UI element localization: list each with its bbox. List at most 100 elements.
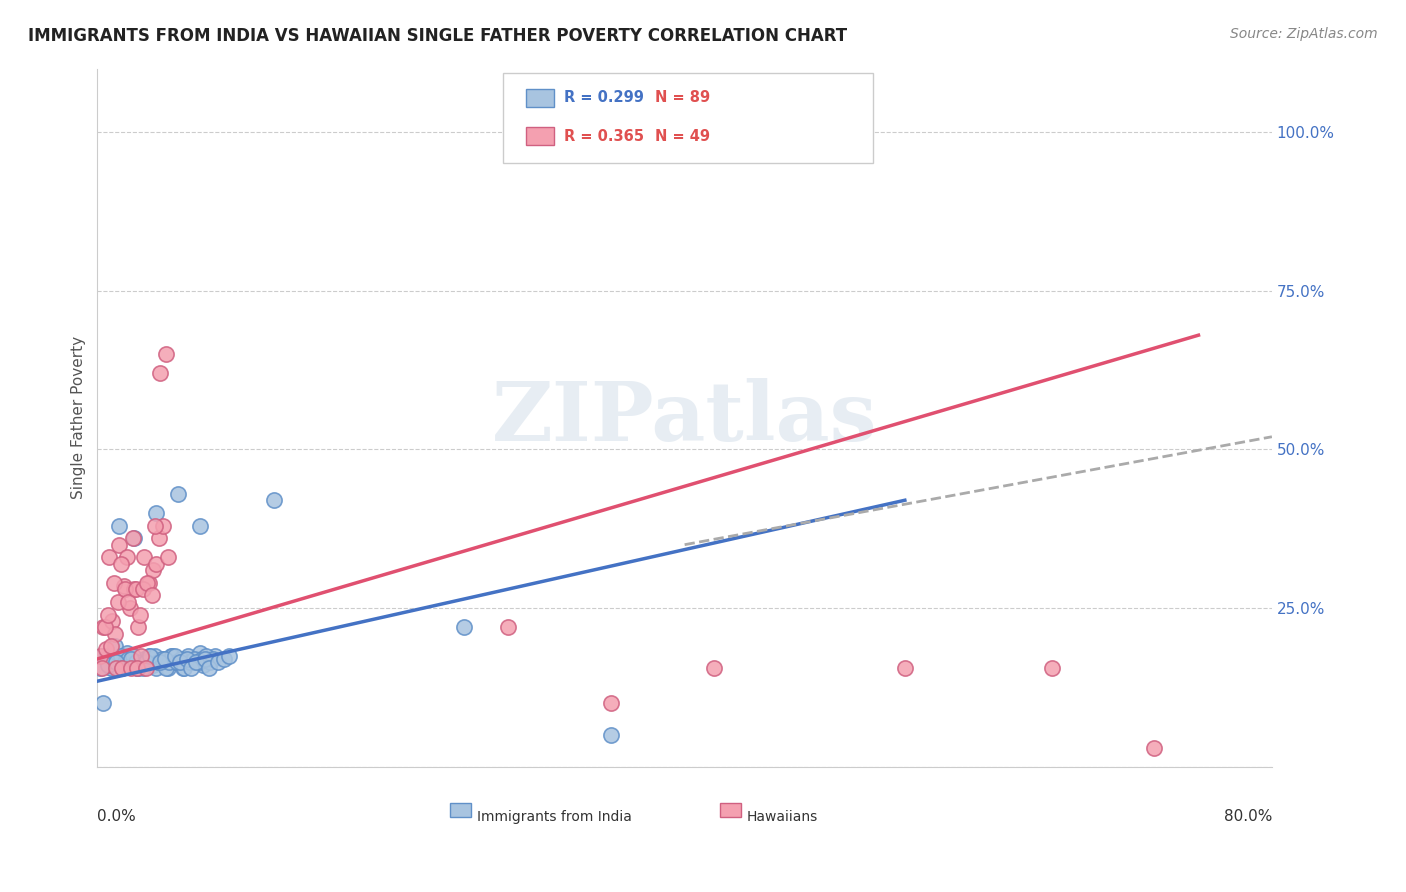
Point [195, 648, 218, 663]
Point [167, 487, 190, 501]
Point [118, 652, 141, 666]
Point [169, 655, 191, 669]
Point [129, 658, 152, 673]
Point [186, 652, 208, 666]
Text: ZIPatlas: ZIPatlas [492, 377, 877, 458]
Point [145, 661, 167, 675]
Point [91, 697, 114, 711]
Point [110, 648, 132, 663]
Point [125, 661, 148, 675]
FancyBboxPatch shape [526, 89, 554, 107]
Point [135, 655, 157, 669]
Point [103, 575, 125, 590]
Text: N = 89: N = 89 [655, 90, 710, 105]
Point [131, 655, 153, 669]
Point [143, 518, 166, 533]
Point [111, 661, 134, 675]
Point [127, 661, 149, 675]
Point [117, 595, 139, 609]
Point [138, 575, 160, 590]
Point [136, 655, 159, 669]
Point [152, 518, 174, 533]
Point [91, 620, 114, 634]
Point [204, 648, 226, 663]
Point [98, 658, 121, 673]
Point [122, 582, 145, 596]
Text: Source: ZipAtlas.com: Source: ZipAtlas.com [1230, 27, 1378, 41]
Point [148, 532, 170, 546]
Point [156, 550, 179, 565]
FancyBboxPatch shape [502, 73, 873, 163]
Point [141, 652, 163, 666]
Point [200, 655, 222, 669]
Point [105, 661, 128, 675]
Point [107, 661, 129, 675]
Point [114, 582, 136, 596]
Point [132, 582, 155, 596]
Point [107, 595, 129, 609]
Point [124, 582, 146, 596]
Point [156, 661, 179, 675]
Point [125, 661, 148, 675]
Point [90, 661, 112, 675]
Point [108, 655, 131, 669]
Point [212, 652, 235, 666]
Point [111, 661, 134, 675]
Point [183, 652, 205, 666]
Text: R = 0.299: R = 0.299 [564, 90, 644, 105]
Point [207, 655, 229, 669]
Point [104, 640, 127, 654]
Point [184, 655, 207, 669]
Point [112, 648, 135, 663]
Point [93, 648, 115, 663]
Point [190, 652, 212, 666]
Point [96, 652, 118, 666]
Point [167, 655, 190, 669]
Point [153, 652, 176, 666]
Point [108, 538, 131, 552]
Text: 80.0%: 80.0% [1223, 809, 1272, 824]
Point [165, 648, 187, 663]
Point [191, 658, 214, 673]
Point [101, 661, 124, 675]
Point [89, 661, 111, 675]
Point [117, 652, 139, 666]
Point [198, 661, 221, 675]
Point [97, 658, 120, 673]
Point [129, 607, 152, 622]
Text: 0.0%: 0.0% [97, 809, 136, 824]
FancyBboxPatch shape [720, 803, 741, 817]
Point [145, 557, 167, 571]
Point [131, 648, 153, 663]
Point [110, 557, 132, 571]
Point [115, 646, 138, 660]
Point [157, 655, 180, 669]
Text: Hawaiians: Hawaiians [747, 810, 818, 824]
Point [188, 518, 211, 533]
Point [114, 655, 136, 669]
Point [104, 626, 127, 640]
Point [112, 579, 135, 593]
Point [159, 648, 181, 663]
Point [180, 661, 202, 675]
Point [187, 655, 209, 669]
Text: Immigrants from India: Immigrants from India [477, 810, 631, 824]
Point [600, 697, 623, 711]
Point [121, 532, 143, 546]
Point [108, 518, 131, 533]
Point [172, 661, 194, 675]
Point [149, 655, 172, 669]
Point [600, 728, 623, 742]
Point [145, 506, 167, 520]
Point [98, 550, 121, 565]
Point [143, 648, 166, 663]
Text: IMMIGRANTS FROM INDIA VS HAWAIIAN SINGLE FATHER POVERTY CORRELATION CHART: IMMIGRANTS FROM INDIA VS HAWAIIAN SINGLE… [28, 27, 848, 45]
Point [1143, 740, 1166, 755]
Point [193, 652, 215, 666]
Point [141, 589, 163, 603]
Point [498, 620, 520, 634]
Point [173, 661, 195, 675]
Point [134, 550, 156, 565]
Point [101, 614, 124, 628]
Point [179, 655, 201, 669]
